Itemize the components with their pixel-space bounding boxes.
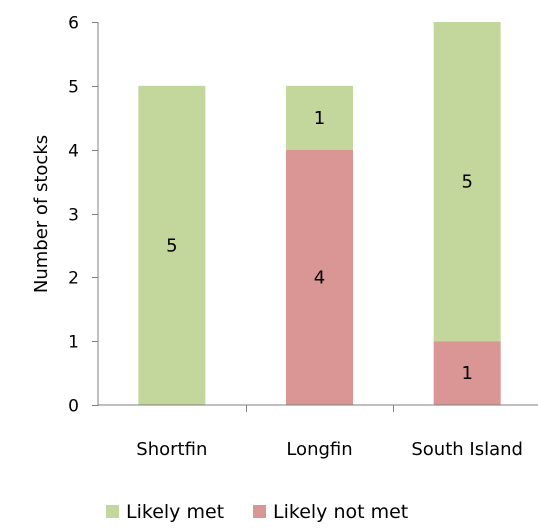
y-tick-label: 2: [68, 269, 79, 289]
x-tick-label-shortfin: Shortfin: [136, 439, 207, 460]
axes-layer: 0 1 2 3 4 5 6 Shortfin Longfin South Island: [68, 14, 538, 460]
bar-shortfin-likely-met: [138, 85, 206, 405]
y-tick-label: 0: [68, 397, 79, 417]
y-tick-label: 5: [68, 78, 79, 98]
legend-item-likely-not-met: Likely not met: [253, 501, 408, 523]
y-tick-label: 3: [68, 206, 79, 226]
legend-swatch-likely-not-met: [253, 505, 266, 518]
data-label-shortfin-likely-met: 5: [166, 235, 177, 256]
legend-item-likely-met: Likely met: [106, 501, 224, 523]
y-tick-label: 6: [68, 14, 79, 34]
labels-layer: 5 1 4 5 1: [166, 108, 473, 384]
data-label-longfin-likely-met: 1: [314, 108, 325, 129]
x-tick-label-south-island: South Island: [411, 439, 523, 460]
legend-label-likely-met: Likely met: [126, 501, 224, 523]
legend: Likely met Likely not met: [106, 501, 408, 523]
data-label-longfin-likely-not-met: 4: [314, 267, 325, 288]
bars-layer: [138, 22, 501, 405]
bar-south-island-likely-not-met: [433, 341, 501, 405]
legend-swatch-likely-met: [106, 505, 119, 518]
y-tick-label: 1: [68, 333, 79, 353]
y-axis-title: Number of stocks: [31, 135, 52, 293]
bar-longfin-likely-not-met: [286, 149, 353, 405]
x-tick-label-longfin: Longfin: [286, 439, 352, 460]
data-label-south-island-likely-met: 5: [461, 172, 472, 193]
bar-longfin-likely-met: [286, 85, 353, 150]
legend-label-likely-not-met: Likely not met: [273, 501, 408, 523]
data-label-south-island-likely-not-met: 1: [461, 363, 472, 384]
y-tick-label: 4: [68, 142, 79, 162]
bar-south-island-likely-met: [433, 22, 501, 342]
